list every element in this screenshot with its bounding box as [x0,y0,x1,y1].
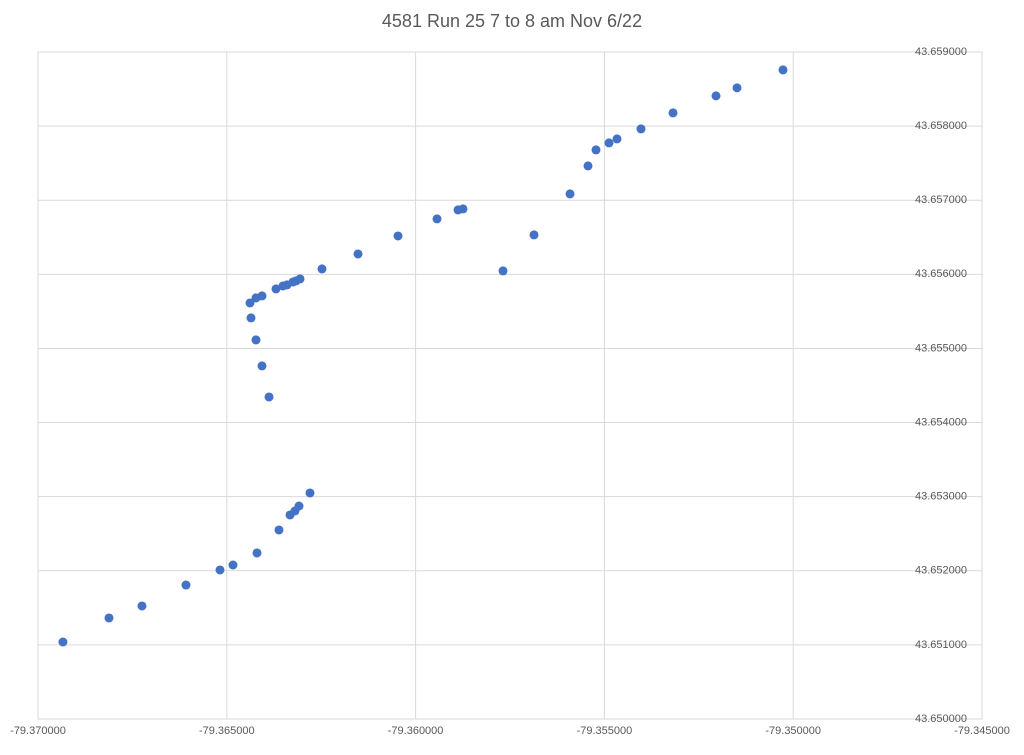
scatter-point [271,284,281,294]
scatter-point [565,189,575,199]
scatter-point [181,580,191,590]
scatter-point [353,249,363,259]
x-tick-label: -79.350000 [765,725,821,737]
scatter-point [257,291,267,301]
scatter-point [636,124,646,134]
scatter-point [711,91,721,101]
x-tick-label: -79.370000 [10,725,66,737]
scatter-point [246,313,256,323]
scatter-point [137,601,147,611]
scatter-point [228,560,238,570]
scatter-point [668,108,678,118]
scatter-point [591,145,601,155]
x-tick-label: -79.355000 [577,725,633,737]
scatter-point [264,392,274,402]
y-tick-label: 43.657000 [915,194,967,206]
x-tick-label: -79.360000 [388,725,444,737]
scatter-point [305,488,315,498]
chart-title: 4581 Run 25 7 to 8 am Nov 6/22 [382,11,642,31]
scatter-point [529,230,539,240]
scatter-point [317,264,327,274]
scatter-point [458,204,468,214]
y-tick-label: 43.656000 [915,268,967,280]
scatter-point [215,565,225,575]
scatter-point [252,548,262,558]
scatter-point [257,361,267,371]
scatter-point [432,214,442,224]
scatter-point [604,138,614,148]
x-tick-label: -79.345000 [954,725,1010,737]
scatter-point [393,231,403,241]
y-tick-label: 43.659000 [915,46,967,58]
y-tick-label: 43.653000 [915,491,967,503]
scatter-point [245,298,255,308]
scatter-point [294,501,304,511]
scatter-point [583,161,593,171]
scatter-point [251,335,261,345]
y-tick-label: 43.658000 [915,120,967,132]
y-tick-label: 43.651000 [915,639,967,651]
scatter-point [612,134,622,144]
x-tick-label: -79.365000 [199,725,255,737]
scatter-point [58,637,68,647]
scatter-point [274,525,284,535]
y-tick-label: 43.654000 [915,416,967,428]
scatter-point [732,83,742,93]
y-tick-label: 43.655000 [915,342,967,354]
scatter-point [778,65,788,75]
scatter-point [498,266,508,276]
scatter-point [104,613,114,623]
y-tick-label: 43.650000 [915,713,967,725]
scatter-point [295,274,305,284]
y-tick-label: 43.652000 [915,565,967,577]
